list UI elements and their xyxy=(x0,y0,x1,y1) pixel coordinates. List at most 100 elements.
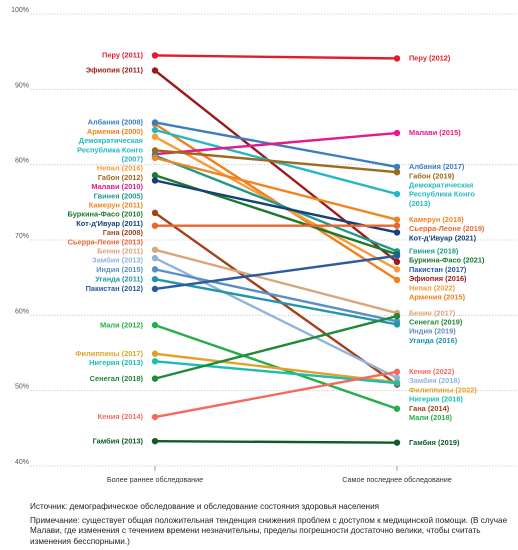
x-category-label: Самое последнее обследование xyxy=(342,475,451,484)
data-point xyxy=(151,222,159,229)
left-series-label: Габон (2012) xyxy=(98,173,144,182)
data-point xyxy=(393,379,401,387)
data-point xyxy=(393,163,401,171)
right-series-label: Сьерра-Леоне (2019) xyxy=(409,224,485,233)
right-series-label: Бенин (2017) xyxy=(409,308,456,317)
right-series-label: Кот-д'Ивуар (2021) xyxy=(409,233,477,242)
data-point xyxy=(151,285,159,293)
data-point xyxy=(393,252,401,260)
data-point xyxy=(151,358,159,365)
right-series-label: Гвинея (2018) xyxy=(409,247,459,256)
data-point xyxy=(151,119,159,126)
left-series-label: Пакистан (2012) xyxy=(86,284,144,293)
series-line xyxy=(153,370,399,419)
source-note: Источник: демографическое обследование и… xyxy=(30,502,380,511)
right-series-label: Кения (2022) xyxy=(409,367,455,376)
data-point xyxy=(151,350,159,357)
right-series-label: Мали (2018) xyxy=(409,413,453,422)
left-series-label: Индия (2015) xyxy=(96,265,143,274)
series-line xyxy=(153,277,399,326)
y-tick-label: 40% xyxy=(15,459,29,466)
left-series-label: Перу (2011) xyxy=(102,51,143,60)
y-tick-label: 50% xyxy=(15,384,29,391)
data-point xyxy=(393,222,401,229)
data-point xyxy=(151,246,159,253)
right-series-label: Нигерия (2018) xyxy=(409,395,463,404)
series-line xyxy=(153,179,399,234)
data-point xyxy=(151,52,159,59)
left-series-label: (2007) xyxy=(122,154,144,163)
data-point xyxy=(393,276,401,284)
series-line xyxy=(153,211,399,386)
chart-notes: Источник: демографическое обследование и… xyxy=(30,502,510,550)
y-tick-label: 60% xyxy=(15,308,29,315)
series-line xyxy=(153,352,399,384)
left-series-label: Сьерра-Леоне (2013) xyxy=(68,237,144,246)
right-series-label: Эфиопия (2016) xyxy=(409,274,467,283)
data-point xyxy=(151,133,159,140)
left-series-label: Республика Конго xyxy=(77,145,143,154)
left-series-label: Камерун (2011) xyxy=(89,200,144,209)
left-series-label: Гана (2008) xyxy=(103,228,144,237)
series-line xyxy=(153,69,399,264)
data-point xyxy=(151,67,159,74)
data-point xyxy=(393,258,401,266)
series-line xyxy=(153,131,399,156)
right-series-label: Сенегал (2019) xyxy=(409,317,463,326)
data-point xyxy=(393,374,401,382)
data-point xyxy=(393,216,401,223)
series-line xyxy=(153,360,399,385)
right-series-label: Перу (2012) xyxy=(409,54,451,63)
data-point xyxy=(151,177,159,184)
series-line xyxy=(153,254,399,291)
data-point xyxy=(151,209,159,217)
y-tick-label: 70% xyxy=(15,233,29,240)
left-series-label: Уганда (2011) xyxy=(95,274,143,283)
series-line xyxy=(153,248,399,315)
right-series-label: Гана (2014) xyxy=(409,404,450,413)
remark-note: Примечание: существует общая положительн… xyxy=(30,515,508,546)
left-series-label: Замбия (2013) xyxy=(92,256,143,265)
series-line xyxy=(153,54,399,60)
right-series-label: Пакистан (2017) xyxy=(409,265,467,274)
data-point xyxy=(151,413,159,421)
right-series-label: (2013) xyxy=(409,199,431,208)
left-series-label: Эфиопия (2011) xyxy=(86,66,144,75)
series-line xyxy=(153,268,399,323)
right-series-label: Демократическая xyxy=(409,181,473,190)
data-point xyxy=(393,266,401,273)
y-tick-label: 90% xyxy=(15,82,29,89)
data-point xyxy=(151,266,159,273)
y-tick-label: 80% xyxy=(15,158,29,165)
left-series-label: Кения (2014) xyxy=(98,412,144,421)
left-series-label: Непал (2016) xyxy=(97,164,144,173)
data-point xyxy=(393,368,401,376)
data-point xyxy=(151,437,159,445)
data-point xyxy=(393,190,401,198)
data-point xyxy=(393,169,401,176)
left-series-label: Нигерия (2013) xyxy=(89,358,143,367)
left-series-label: Малави (2010) xyxy=(91,182,143,191)
left-series-label: Кот-д'Ивуар (2011) xyxy=(76,219,143,228)
right-series-label: Уганда (2016) xyxy=(409,336,458,345)
data-point xyxy=(393,321,401,328)
series-line xyxy=(153,156,399,221)
series-line xyxy=(153,154,399,253)
left-series-label: Филиппины (2017) xyxy=(75,349,143,358)
right-series-label: Габон (2019) xyxy=(409,171,455,180)
right-series-label: Армения (2015) xyxy=(409,293,466,302)
left-series-label: Армения (2000) xyxy=(87,127,144,136)
data-point xyxy=(151,147,159,154)
data-point xyxy=(393,439,401,446)
left-series-label: Бенин (2011) xyxy=(97,246,143,255)
data-point xyxy=(151,275,159,283)
left-series-label: Гамбия (2013) xyxy=(93,436,144,445)
data-point xyxy=(393,129,401,137)
right-series-label: Камерун (2018) xyxy=(409,215,464,224)
right-series-label: Индия (2019) xyxy=(409,327,456,336)
right-series-label: Албания (2017) xyxy=(409,162,465,171)
x-category-label: Более раннее обследование xyxy=(107,475,203,484)
data-point xyxy=(151,172,159,179)
y-tick-label: 100% xyxy=(11,7,29,14)
